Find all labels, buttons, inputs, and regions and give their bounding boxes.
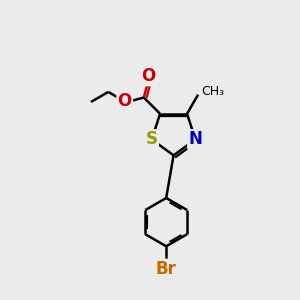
Text: S: S	[146, 130, 158, 148]
Text: O: O	[141, 67, 155, 85]
Text: N: N	[188, 130, 202, 148]
Text: O: O	[118, 92, 132, 110]
Text: CH₃: CH₃	[202, 85, 225, 98]
Text: Br: Br	[156, 260, 177, 278]
